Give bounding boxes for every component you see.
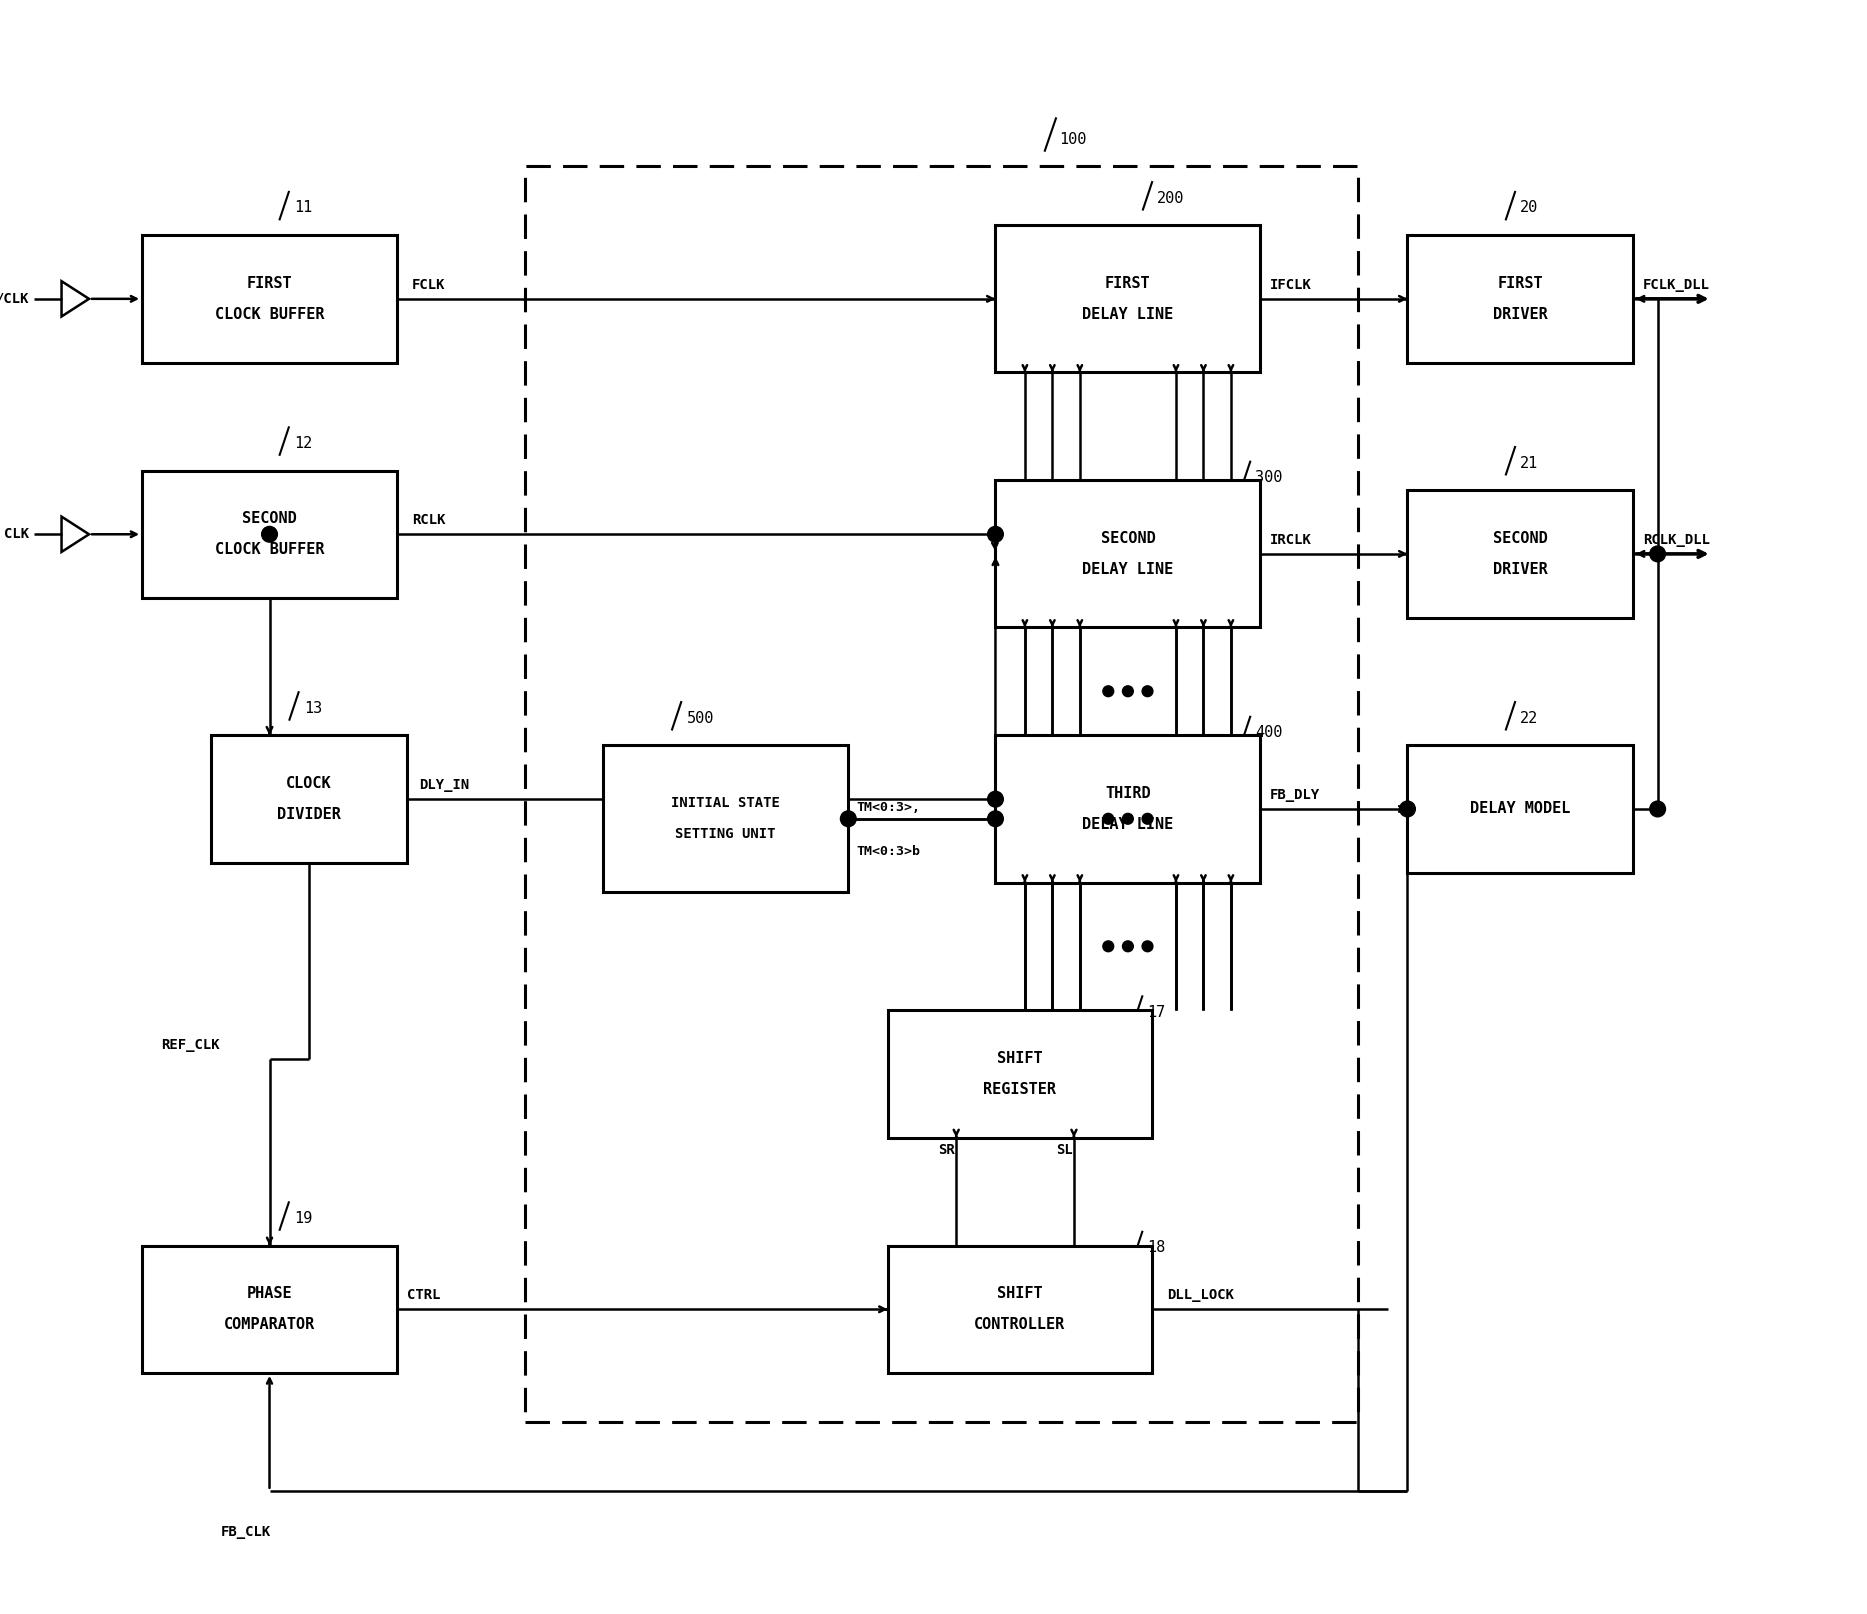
Circle shape xyxy=(1143,813,1154,825)
Bar xyxy=(603,746,848,893)
Text: 17: 17 xyxy=(1148,1006,1165,1020)
Text: CLOCK: CLOCK xyxy=(286,776,332,791)
Text: RCLK_DLL: RCLK_DLL xyxy=(1643,533,1710,547)
Circle shape xyxy=(988,810,1003,826)
Bar xyxy=(1408,236,1634,363)
Bar xyxy=(1408,746,1634,873)
Circle shape xyxy=(1103,941,1115,952)
Text: CLOCK BUFFER: CLOCK BUFFER xyxy=(215,542,325,557)
Text: 20: 20 xyxy=(1520,200,1538,215)
Bar xyxy=(995,736,1260,883)
Text: REF_CLK: REF_CLK xyxy=(162,1038,220,1052)
Text: SECOND: SECOND xyxy=(1494,531,1548,546)
Bar xyxy=(995,481,1260,628)
Text: 100: 100 xyxy=(1059,132,1087,147)
Text: 21: 21 xyxy=(1520,455,1538,471)
Text: DELAY LINE: DELAY LINE xyxy=(1083,307,1174,323)
Text: 13: 13 xyxy=(304,700,323,715)
Text: 12: 12 xyxy=(293,436,312,450)
Text: DELAY LINE: DELAY LINE xyxy=(1083,817,1174,833)
Text: SECOND: SECOND xyxy=(243,512,297,526)
Bar xyxy=(142,236,398,363)
Text: DRIVER: DRIVER xyxy=(1494,562,1548,578)
Text: CLK: CLK xyxy=(4,528,30,541)
Bar xyxy=(887,1246,1152,1374)
Text: FB_CLK: FB_CLK xyxy=(220,1525,271,1540)
Bar xyxy=(887,1010,1152,1138)
Text: 11: 11 xyxy=(293,200,312,215)
Text: FIRST: FIRST xyxy=(1105,276,1150,291)
Text: RCLK: RCLK xyxy=(413,513,444,528)
Circle shape xyxy=(988,526,1003,542)
Text: CLOCK BUFFER: CLOCK BUFFER xyxy=(215,307,325,323)
Text: REGISTER: REGISTER xyxy=(984,1081,1057,1098)
Text: DLY_IN: DLY_IN xyxy=(418,778,469,792)
Text: SHIFT: SHIFT xyxy=(997,1051,1044,1065)
Circle shape xyxy=(1103,686,1115,697)
Bar xyxy=(1408,491,1634,618)
Text: DIVIDER: DIVIDER xyxy=(276,807,340,823)
Circle shape xyxy=(988,791,1003,807)
Text: COMPARATOR: COMPARATOR xyxy=(224,1317,316,1333)
Text: 400: 400 xyxy=(1255,725,1283,741)
Text: FIRST: FIRST xyxy=(246,276,293,291)
Text: 500: 500 xyxy=(687,710,713,726)
Bar xyxy=(142,471,398,599)
Bar xyxy=(995,226,1260,373)
Text: PHASE: PHASE xyxy=(246,1286,293,1301)
Text: 18: 18 xyxy=(1148,1240,1165,1256)
Text: DELAY LINE: DELAY LINE xyxy=(1083,562,1174,578)
Text: FIRST: FIRST xyxy=(1497,276,1544,291)
Text: TM<0:3>,: TM<0:3>, xyxy=(857,801,920,813)
Text: SECOND: SECOND xyxy=(1100,531,1156,546)
Text: FCLK: FCLK xyxy=(413,278,444,292)
Circle shape xyxy=(1122,686,1133,697)
Circle shape xyxy=(1650,546,1665,562)
Text: FB_DLY: FB_DLY xyxy=(1270,788,1320,802)
Text: SETTING UNIT: SETTING UNIT xyxy=(676,828,777,841)
Text: DELAY MODEL: DELAY MODEL xyxy=(1469,802,1570,817)
Text: SR: SR xyxy=(939,1143,956,1157)
Text: 200: 200 xyxy=(1158,190,1186,205)
Circle shape xyxy=(1400,801,1415,817)
Circle shape xyxy=(1103,813,1115,825)
Text: DRIVER: DRIVER xyxy=(1494,307,1548,323)
Circle shape xyxy=(261,526,278,542)
Text: CTRL: CTRL xyxy=(407,1288,441,1302)
Circle shape xyxy=(1122,941,1133,952)
Text: FCLK_DLL: FCLK_DLL xyxy=(1643,278,1710,292)
Circle shape xyxy=(1122,813,1133,825)
Circle shape xyxy=(1143,941,1154,952)
Text: IFCLK: IFCLK xyxy=(1270,278,1313,292)
Text: 300: 300 xyxy=(1255,470,1283,486)
Text: CONTROLLER: CONTROLLER xyxy=(975,1317,1066,1333)
Text: TM<0:3>b: TM<0:3>b xyxy=(857,846,920,859)
Text: SL: SL xyxy=(1057,1143,1074,1157)
Circle shape xyxy=(840,810,857,826)
Text: THIRD: THIRD xyxy=(1105,786,1150,801)
Bar xyxy=(211,736,407,863)
Text: 22: 22 xyxy=(1520,710,1538,726)
Bar xyxy=(142,1246,398,1374)
Text: 19: 19 xyxy=(293,1210,312,1227)
Text: /CLK: /CLK xyxy=(0,292,30,305)
Bar xyxy=(525,166,1359,1422)
Text: SHIFT: SHIFT xyxy=(997,1286,1044,1301)
Text: IRCLK: IRCLK xyxy=(1270,533,1313,547)
Circle shape xyxy=(1143,686,1154,697)
Circle shape xyxy=(1650,801,1665,817)
Text: DLL_LOCK: DLL_LOCK xyxy=(1167,1288,1234,1302)
Text: INITIAL STATE: INITIAL STATE xyxy=(672,796,780,810)
